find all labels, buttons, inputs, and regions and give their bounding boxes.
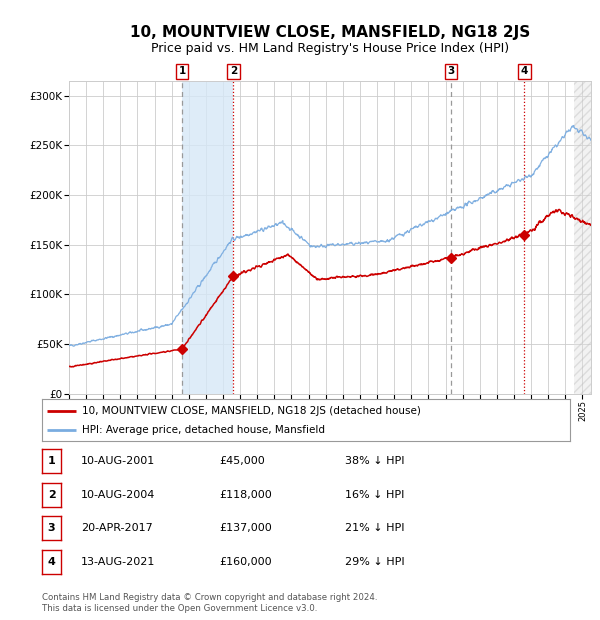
Text: 10-AUG-2001: 10-AUG-2001	[81, 456, 155, 466]
Text: £45,000: £45,000	[219, 456, 265, 466]
Text: Contains HM Land Registry data © Crown copyright and database right 2024.
This d: Contains HM Land Registry data © Crown c…	[42, 593, 377, 613]
Text: 20-APR-2017: 20-APR-2017	[81, 523, 153, 533]
Text: 3: 3	[48, 523, 55, 533]
Text: 10-AUG-2004: 10-AUG-2004	[81, 490, 155, 500]
Text: 2: 2	[48, 490, 55, 500]
Text: 10, MOUNTVIEW CLOSE, MANSFIELD, NG18 2JS (detached house): 10, MOUNTVIEW CLOSE, MANSFIELD, NG18 2JS…	[82, 406, 421, 416]
Text: 16% ↓ HPI: 16% ↓ HPI	[345, 490, 404, 500]
Text: 21% ↓ HPI: 21% ↓ HPI	[345, 523, 404, 533]
Text: 3: 3	[447, 66, 454, 76]
Text: 13-AUG-2021: 13-AUG-2021	[81, 557, 155, 567]
Text: Price paid vs. HM Land Registry's House Price Index (HPI): Price paid vs. HM Land Registry's House …	[151, 42, 509, 55]
Bar	[574, 81, 591, 394]
Text: 38% ↓ HPI: 38% ↓ HPI	[345, 456, 404, 466]
Text: £118,000: £118,000	[219, 490, 272, 500]
Bar	[182, 81, 233, 394]
Text: 4: 4	[47, 557, 56, 567]
Text: HPI: Average price, detached house, Mansfield: HPI: Average price, detached house, Mans…	[82, 425, 325, 435]
Text: 1: 1	[178, 66, 186, 76]
Text: 4: 4	[521, 66, 528, 76]
Text: £137,000: £137,000	[219, 523, 272, 533]
Text: 29% ↓ HPI: 29% ↓ HPI	[345, 557, 404, 567]
Text: 10, MOUNTVIEW CLOSE, MANSFIELD, NG18 2JS: 10, MOUNTVIEW CLOSE, MANSFIELD, NG18 2JS	[130, 25, 530, 40]
Text: 2: 2	[230, 66, 237, 76]
Text: £160,000: £160,000	[219, 557, 272, 567]
Text: 1: 1	[48, 456, 55, 466]
